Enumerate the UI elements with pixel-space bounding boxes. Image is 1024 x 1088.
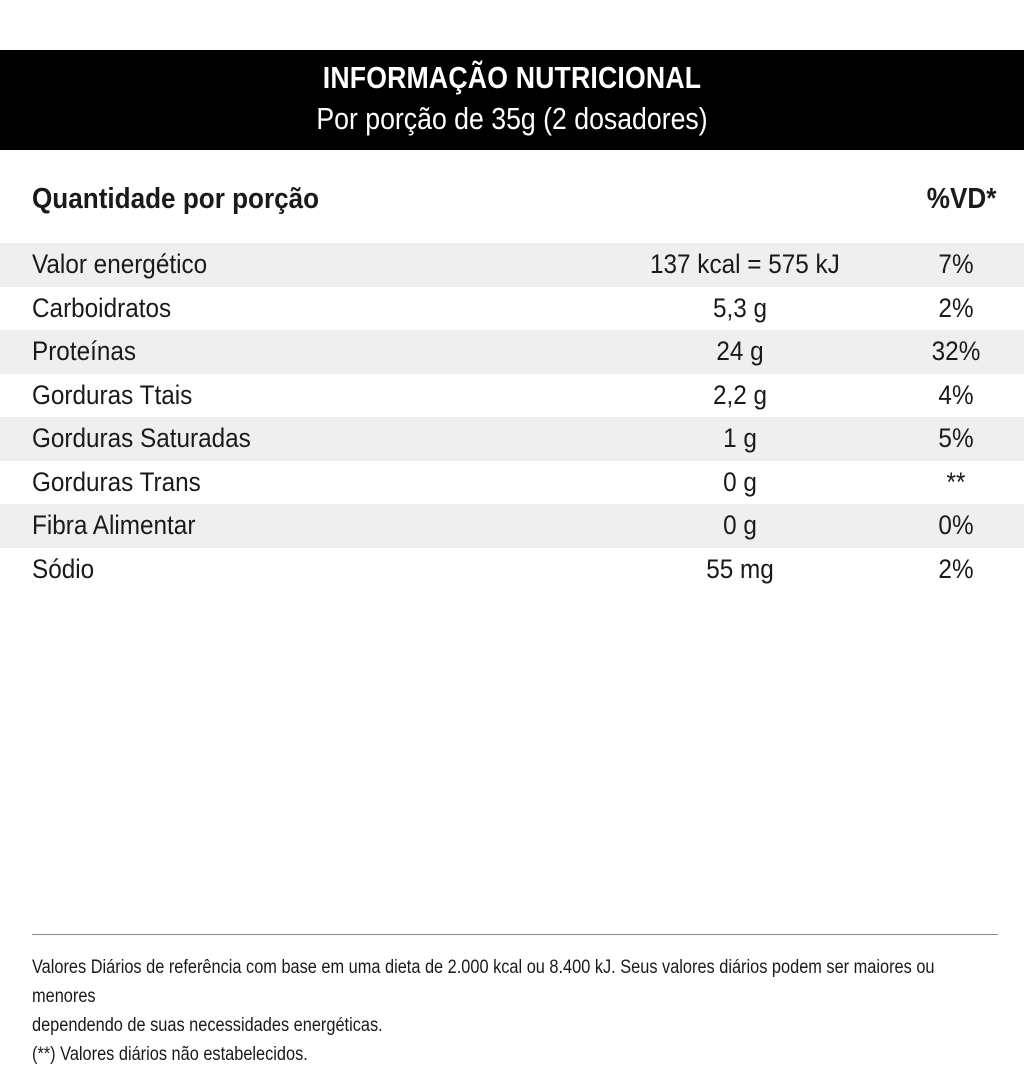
table-row: Gorduras Trans 0 g ** [0, 461, 1024, 505]
footnote-reference-values-cont: dependendo de suas necessidades energéti… [32, 1015, 383, 1036]
footnotes: Valores Diários de referência com base e… [32, 953, 944, 1069]
nutrient-amount: 24 g [716, 336, 764, 366]
nutrient-amount: 2,2 g [712, 379, 768, 410]
nutrient-name: Gorduras Ttais [32, 379, 193, 410]
nutrient-name: Proteínas [32, 336, 137, 366]
table-title: INFORMAÇÃO NUTRICIONAL [322, 60, 702, 95]
nutrient-daily-value: ** [946, 466, 966, 497]
nutrient-daily-value: 4% [938, 379, 974, 410]
table-row: Carboidratos 5,3 g 2% [0, 287, 1024, 331]
nutrient-name: Valor energético [32, 249, 208, 279]
table-row: Proteínas 24 g 32% [0, 330, 1024, 374]
nutrient-amount: 1 g [723, 423, 757, 453]
table-row: Gorduras Saturadas 1 g 5% [0, 417, 1024, 461]
table-header: INFORMAÇÃO NUTRICIONAL Por porção de 35g… [0, 50, 1024, 150]
nutrient-name: Fibra Alimentar [32, 510, 196, 540]
footnote-divider [32, 934, 998, 935]
nutrient-amount: 0 g [723, 466, 757, 497]
nutrient-name: Carboidratos [32, 292, 172, 323]
quantity-column-heading: Quantidade por porção [32, 183, 320, 215]
nutrient-amount: 55 mg [706, 553, 774, 584]
nutrient-amount: 0 g [723, 510, 757, 540]
nutrient-daily-value: 5% [938, 423, 974, 453]
nutrient-daily-value: 2% [938, 553, 974, 584]
nutrient-table: Valor energético 137 kcal = 575 kJ 7% Ca… [0, 243, 1024, 591]
serving-size: Por porção de 35g (2 dosadores) [316, 101, 708, 136]
nutrient-amount: 5,3 g [712, 292, 768, 323]
daily-value-column-heading: %VD* [926, 183, 996, 215]
nutrient-name: Sódio [32, 553, 95, 584]
nutrient-name: Gorduras Saturadas [32, 423, 251, 453]
table-row: Valor energético 137 kcal = 575 kJ 7% [0, 243, 1024, 287]
table-row: Gorduras Ttais 2,2 g 4% [0, 374, 1024, 418]
nutrient-daily-value: 7% [938, 249, 974, 279]
nutrient-daily-value: 2% [938, 292, 974, 323]
nutrient-daily-value: 0% [938, 510, 974, 540]
table-row: Sódio 55 mg 2% [0, 548, 1024, 592]
nutrient-daily-value: 32% [931, 336, 981, 366]
table-row: Fibra Alimentar 0 g 0% [0, 504, 1024, 548]
footnote-not-established: (**) Valores diários não estabelecidos. [32, 1044, 308, 1065]
nutrient-amount: 137 kcal = 575 kJ [650, 249, 840, 279]
footnote-reference-values: Valores Diários de referência com base e… [32, 957, 935, 1007]
nutrient-name: Gorduras Trans [32, 466, 201, 497]
